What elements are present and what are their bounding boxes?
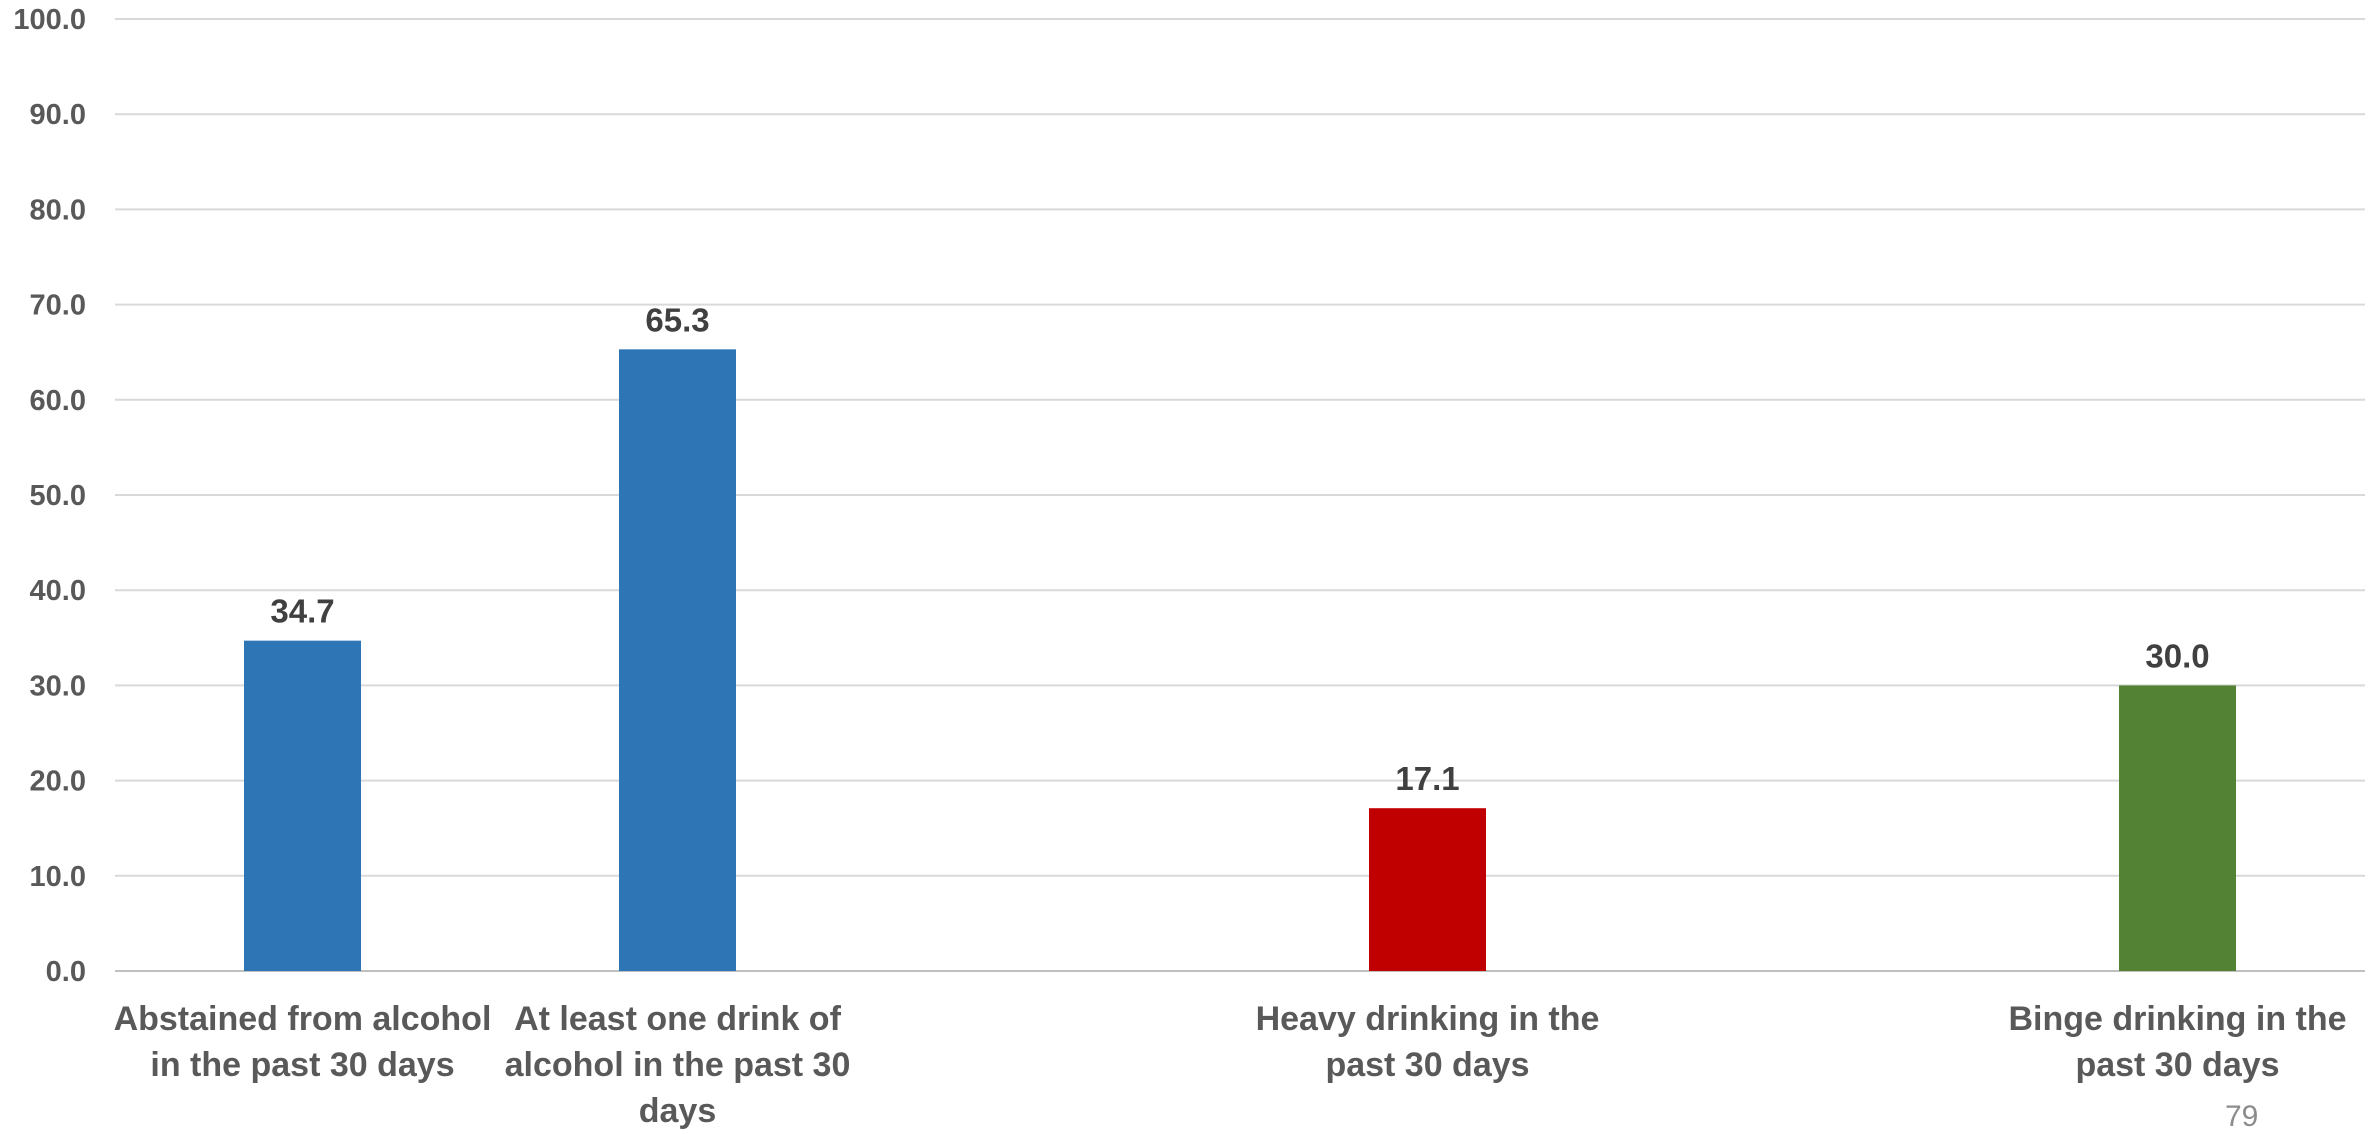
x-tick-label: At least one drink of alcohol in the past… [505,1000,851,1130]
data-label: 30.0 [2145,637,2209,674]
y-tick-label: 30.0 [30,670,86,702]
bars [244,349,2236,971]
y-tick-label: 20.0 [30,766,86,798]
y-tick-label: 10.0 [30,861,86,893]
x-axis-labels: Abstained from alcohol in the past 30 day… [114,1000,2347,1130]
y-tick-label: 70.0 [30,290,86,322]
y-tick-label: 100.0 [13,4,86,36]
data-label: 65.3 [645,301,709,338]
y-tick-label: 90.0 [30,99,86,131]
x-tick-label-line: alcohol in the past 30 [505,1046,851,1084]
y-tick-label: 50.0 [30,480,86,512]
x-tick-label-line: Binge drinking in the [2008,1000,2346,1038]
y-axis: 0.0 10.0 20.0 30.0 40.0 50.0 60.0 70.0 80.0 90.0 1… [13,4,86,988]
bar [244,640,361,971]
data-label: 17.1 [1395,760,1459,797]
x-tick-label-line: days [639,1092,717,1130]
x-tick-label: Heavy drinking in the past 30 days [1256,1000,1600,1084]
y-tick-label: 0.0 [46,956,86,988]
x-tick-label: Abstained from alcohol in the past 30 day… [114,1000,492,1084]
y-tick-label: 60.0 [30,385,86,417]
x-tick-label-line: At least one drink of [514,1000,841,1038]
bar [1369,808,1486,971]
gridlines [115,18,2365,972]
bar [619,349,736,971]
bar [2119,685,2236,971]
x-tick-label-line: Abstained from alcohol [114,1000,492,1038]
data-label: 34.7 [270,593,334,630]
data-labels: 34.7 65.3 17.1 30.0 [270,301,2209,797]
x-tick-label-line: Heavy drinking in the [1256,1000,1600,1038]
y-tick-label: 80.0 [30,194,86,226]
x-tick-label-line: in the past 30 days [150,1046,454,1084]
x-tick-label: Binge drinking in the past 30 days [2008,1000,2346,1084]
y-tick-label: 40.0 [30,575,86,607]
x-tick-label-line: past 30 days [2075,1046,2279,1084]
x-tick-label-line: past 30 days [1325,1046,1529,1084]
page-number: 79 [2225,1100,2259,1133]
